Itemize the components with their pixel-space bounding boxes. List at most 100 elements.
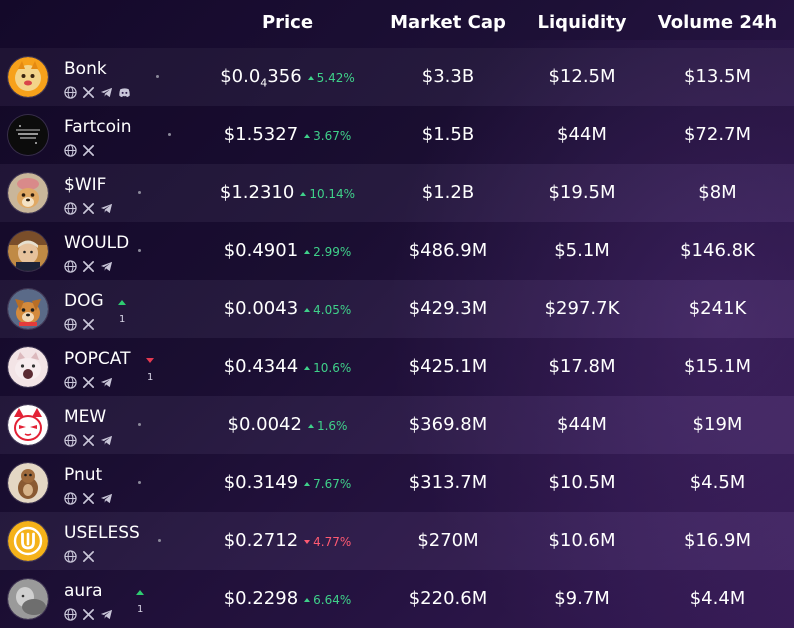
x-icon[interactable] bbox=[82, 432, 95, 446]
telegram-icon[interactable] bbox=[100, 84, 113, 98]
token-price: $1.2310 bbox=[220, 182, 294, 203]
table-row[interactable]: POPCAT 1 $0.4344 10.6% $425.1M $17.8M $15.1M bbox=[0, 338, 794, 396]
price-main: $0.0042 bbox=[227, 414, 302, 435]
volume-24h-value: $241K bbox=[688, 298, 747, 319]
x-icon[interactable] bbox=[82, 548, 95, 562]
price-main: $0.3149 bbox=[223, 472, 299, 493]
token-price: $0.4344 bbox=[224, 356, 298, 377]
token-socials bbox=[64, 490, 113, 505]
price-change-value: 4.05% bbox=[313, 303, 352, 317]
price-change: 10.14% bbox=[300, 187, 355, 201]
telegram-icon[interactable] bbox=[100, 606, 113, 620]
price-cell: $0.04356 5.42% bbox=[200, 66, 375, 90]
price-main: $1.2310 bbox=[219, 182, 295, 203]
telegram-icon[interactable] bbox=[100, 432, 113, 446]
table-row[interactable]: aura 1 $0.2298 6.64% $220.6M $9.7M $4.4M bbox=[0, 570, 794, 628]
table-row[interactable]: Pnut $0.3149 7.67% $313.7M $10.5M $4.5M bbox=[0, 454, 794, 512]
discord-icon[interactable] bbox=[118, 84, 131, 98]
token-avatar bbox=[8, 231, 48, 271]
volume-24h-value: $146.8K bbox=[680, 240, 755, 261]
token-socials bbox=[64, 606, 113, 621]
header-liquidity[interactable]: Liquidity bbox=[537, 12, 627, 33]
token-name[interactable]: Pnut bbox=[64, 465, 103, 485]
table-row[interactable]: Fartcoin $1.5327 3.67% $1.5B $44M $72.7M bbox=[0, 106, 794, 164]
price-change: 2.99% bbox=[304, 245, 351, 259]
token-socials bbox=[64, 374, 113, 389]
table-row[interactable]: Bonk $0.04356 5.42% $3.3B $12.5M $13.5M bbox=[0, 48, 794, 106]
globe-icon[interactable] bbox=[64, 432, 77, 447]
x-icon[interactable] bbox=[82, 200, 95, 214]
price-change-value: 10.14% bbox=[309, 187, 356, 201]
token-name[interactable]: USELESS bbox=[64, 523, 140, 543]
token-avatar bbox=[8, 405, 48, 445]
liquidity-value: $5.1M bbox=[554, 240, 610, 261]
triangle-up-icon bbox=[304, 307, 311, 312]
price-cell: $0.0043 4.05% bbox=[200, 298, 375, 319]
table-row[interactable]: DOG 1 $0.0043 4.05% $429.3M $297.7K $241K bbox=[0, 280, 794, 338]
token-name[interactable]: $WIF bbox=[64, 175, 107, 195]
token-name[interactable]: Bonk bbox=[64, 59, 107, 79]
globe-icon[interactable] bbox=[64, 142, 77, 157]
table-row[interactable]: MEW $0.0042 1.6% $369.8M $44M $19M bbox=[0, 396, 794, 454]
globe-icon[interactable] bbox=[64, 84, 77, 99]
telegram-icon[interactable] bbox=[100, 258, 113, 272]
globe-icon[interactable] bbox=[64, 316, 77, 331]
price-cell: $1.2310 10.14% bbox=[200, 182, 375, 203]
price-main: $0.2298 bbox=[223, 588, 299, 609]
token-name[interactable]: POPCAT bbox=[64, 349, 131, 369]
price-change: 1.6% bbox=[307, 419, 347, 433]
liquidity-value: $19.5M bbox=[548, 182, 616, 203]
table-row[interactable]: $WIF $1.2310 10.14% $1.2B $19.5M $8M bbox=[0, 164, 794, 222]
globe-icon[interactable] bbox=[64, 490, 77, 505]
volume-24h-value: $15.1M bbox=[683, 356, 752, 377]
telegram-icon[interactable] bbox=[100, 490, 113, 504]
price-main: $0.0 bbox=[220, 66, 261, 87]
triangle-up-icon bbox=[307, 423, 314, 428]
token-name[interactable]: MEW bbox=[64, 407, 107, 427]
price-change-value: 2.99% bbox=[313, 245, 352, 259]
token-name[interactable]: DOG bbox=[64, 291, 104, 311]
globe-icon[interactable] bbox=[64, 200, 77, 215]
price-main: $0.2712 bbox=[223, 530, 299, 551]
table-header: Price Market Cap Liquidity Volume 24h bbox=[0, 0, 794, 48]
x-icon[interactable] bbox=[82, 142, 95, 156]
x-icon[interactable] bbox=[82, 490, 95, 504]
token-name[interactable]: Fartcoin bbox=[64, 117, 132, 137]
globe-icon[interactable] bbox=[64, 374, 77, 389]
telegram-icon[interactable] bbox=[100, 200, 113, 214]
rank-change-value: 1 bbox=[137, 604, 144, 615]
telegram-icon[interactable] bbox=[100, 374, 113, 388]
token-price: $0.4901 bbox=[224, 240, 298, 261]
x-icon[interactable] bbox=[82, 84, 95, 98]
globe-icon[interactable] bbox=[64, 258, 77, 273]
header-price[interactable]: Price bbox=[261, 12, 314, 33]
token-avatar bbox=[8, 579, 48, 619]
x-icon[interactable] bbox=[82, 258, 95, 272]
table-row[interactable]: USELESS $0.2712 4.77% $270M $10.6M $16.9M bbox=[0, 512, 794, 570]
token-name[interactable]: WOULD bbox=[64, 233, 130, 253]
x-icon[interactable] bbox=[82, 316, 95, 330]
token-avatar bbox=[8, 521, 48, 561]
table-row[interactable]: WOULD $0.4901 2.99% $486.9M $5.1M $146.8K bbox=[0, 222, 794, 280]
separator-dot bbox=[138, 423, 141, 426]
token-price: $0.04356 bbox=[220, 66, 301, 90]
triangle-up-icon bbox=[304, 133, 311, 138]
token-name[interactable]: aura bbox=[64, 581, 103, 601]
price-change: 7.67% bbox=[304, 477, 351, 491]
x-icon[interactable] bbox=[82, 606, 95, 620]
header-volume-24h[interactable]: Volume 24h bbox=[657, 12, 778, 33]
volume-24h-value: $4.4M bbox=[689, 588, 746, 609]
price-cell: $0.4344 10.6% bbox=[200, 356, 375, 377]
x-icon[interactable] bbox=[82, 374, 95, 388]
header-market-cap[interactable]: Market Cap bbox=[390, 12, 506, 33]
token-price: $0.2298 bbox=[224, 588, 298, 609]
liquidity-value: $17.8M bbox=[548, 356, 616, 377]
price-change: 3.67% bbox=[304, 129, 351, 143]
price-change-value: 5.42% bbox=[316, 71, 355, 85]
volume-24h-value: $13.5M bbox=[683, 66, 752, 87]
token-socials bbox=[64, 200, 113, 215]
globe-icon[interactable] bbox=[64, 606, 77, 621]
token-price: $0.3149 bbox=[224, 472, 298, 493]
globe-icon[interactable] bbox=[64, 548, 77, 563]
token-socials bbox=[64, 142, 95, 157]
